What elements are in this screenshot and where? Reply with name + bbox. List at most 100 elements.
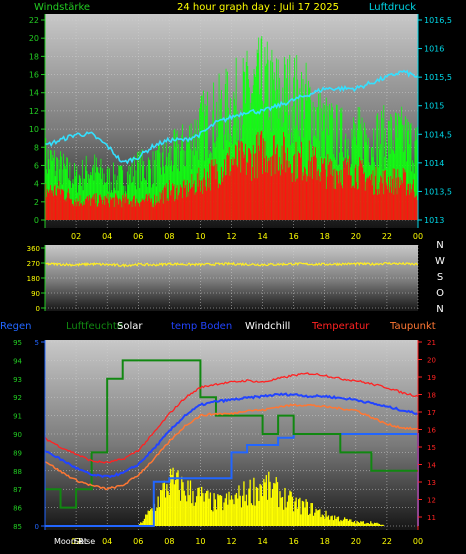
legend-item: Taupunkt [389, 321, 436, 332]
direction-panel-marks [44, 261, 418, 268]
wind-tick-label: 8 [34, 143, 39, 152]
wind-panel-marks [44, 36, 419, 220]
x-tick-label: 14 [257, 537, 267, 546]
humidity-tick-label: 94 [13, 357, 22, 365]
humidity-tick-label: 86 [13, 505, 22, 513]
temperature-tick-label: 19 [427, 374, 436, 382]
legend-item: Regen [0, 321, 32, 332]
humidity-tick-label: 88 [13, 468, 22, 476]
direction-tick-label: 270 [27, 260, 40, 268]
direction-tick-label: 90 [31, 290, 40, 298]
x-tick-label: 20 [351, 537, 361, 546]
temperature-tick-label: 16 [427, 427, 436, 435]
x-tick-label: 04 [102, 232, 112, 241]
humidity-tick-label: 91 [13, 413, 22, 421]
dewpoint-line [44, 403, 419, 491]
rain-line [45, 433, 419, 527]
x-tick-label: 18 [320, 537, 330, 546]
compass-label: O [436, 288, 444, 299]
rain-tick-label: 5 [35, 339, 39, 347]
compass-label: S [437, 272, 443, 283]
rain-tick-label: 0 [35, 523, 39, 531]
chart-title: 24 hour graph day : Juli 17 2025 [177, 2, 339, 13]
wind-tick-label: 20 [29, 34, 39, 43]
x-tick-label: 04 [102, 537, 112, 546]
pressure-tick-label: 1015,5 [424, 73, 452, 82]
temperature-tick-label: 20 [427, 357, 436, 365]
wind-tick-label: 22 [29, 16, 39, 25]
legend-item: Temperatur [311, 321, 370, 332]
wind-tick-label: 2 [34, 198, 39, 207]
x-tick-label: 08 [164, 537, 174, 546]
temperature-tick-label: 17 [427, 409, 436, 417]
humidity-tick-label: 93 [13, 376, 22, 384]
x-tick-label: 10 [195, 537, 205, 546]
pressure-tick-label: 1014 [424, 159, 444, 168]
x-tick-label: 20 [351, 232, 361, 241]
x-tick-label: 22 [382, 232, 392, 241]
legend-item: Luftfeuchte [66, 321, 123, 332]
x-tick-label: 18 [320, 232, 330, 241]
x-tick-label: 00 [413, 537, 423, 546]
x-tick-label: 16 [289, 537, 299, 546]
compass-label: W [435, 256, 445, 267]
compass-label: N [436, 304, 443, 315]
pressure-line [44, 69, 419, 165]
x-tick-label: 12 [226, 232, 236, 241]
soil-temp-line [44, 392, 419, 479]
x-tick-label: 02 [71, 232, 81, 241]
pressure-tick-label: 1015 [424, 102, 444, 111]
wind-axis-title: Windstärke [34, 2, 90, 13]
temperature-tick-label: 11 [427, 514, 436, 522]
temperature-tick-label: 12 [427, 497, 436, 505]
wind-tick-label: 6 [34, 161, 39, 170]
legend-item: Solar [117, 321, 143, 332]
wind-tick-label: 0 [34, 216, 39, 225]
x-tick-label: 02 [71, 537, 81, 546]
humidity-line [45, 359, 418, 509]
legend-item: Windchill [245, 321, 290, 332]
humidity-tick-label: 85 [13, 523, 22, 531]
x-tick-label: 06 [133, 537, 143, 546]
x-tick-label: 14 [257, 232, 267, 241]
climate-panel-marks [44, 359, 419, 527]
temperature-tick-label: 13 [427, 479, 436, 487]
pressure-tick-label: 1016,5 [424, 16, 452, 25]
moon-rise-label: Moon Rise [54, 537, 95, 546]
pressure-tick-label: 1016 [424, 45, 444, 54]
temperature-tick-label: 14 [427, 462, 436, 470]
wind-tick-label: 14 [29, 89, 39, 98]
temperature-tick-label: 15 [427, 444, 436, 452]
direction-tick-label: 180 [27, 275, 40, 283]
wind-tick-label: 4 [34, 180, 39, 189]
x-tick-label: 12 [226, 537, 236, 546]
wind-tick-label: 16 [29, 71, 39, 80]
humidity-tick-label: 89 [13, 449, 22, 457]
compass-label: N [436, 240, 443, 251]
humidity-tick-label: 95 [13, 339, 22, 347]
direction-tick-label: 0 [36, 305, 40, 313]
x-tick-label: 22 [382, 537, 392, 546]
moon-set-label: Set [74, 537, 87, 546]
humidity-tick-label: 90 [13, 431, 22, 439]
direction-tick-label: 360 [27, 245, 40, 253]
x-tick-label: 16 [289, 232, 299, 241]
climate-panel-axes: 0 5 85 86 87 88 89 90 91 92 93 94 95 11 12 13 14 15 16 17 18… [13, 339, 436, 546]
legend-item: temp Boden [171, 321, 232, 332]
wind-tick-label: 10 [29, 125, 39, 134]
x-tick-label: 08 [164, 232, 174, 241]
wind-direction-line [44, 261, 418, 268]
wind-tick-label: 12 [29, 107, 39, 116]
pressure-axis-title: Luftdruck [369, 2, 416, 13]
pressure-tick-label: 1013,5 [424, 187, 452, 196]
humidity-tick-label: 87 [13, 486, 22, 494]
x-tick-label: 00 [413, 232, 423, 241]
x-tick-label: 10 [195, 232, 205, 241]
pressure-tick-label: 1014,5 [424, 130, 452, 139]
temperature-line [44, 372, 419, 464]
wind-panel-axes: 024681012141618202210131013,510141014,51… [29, 14, 452, 241]
pressure-tick-label: 1013 [424, 216, 444, 225]
